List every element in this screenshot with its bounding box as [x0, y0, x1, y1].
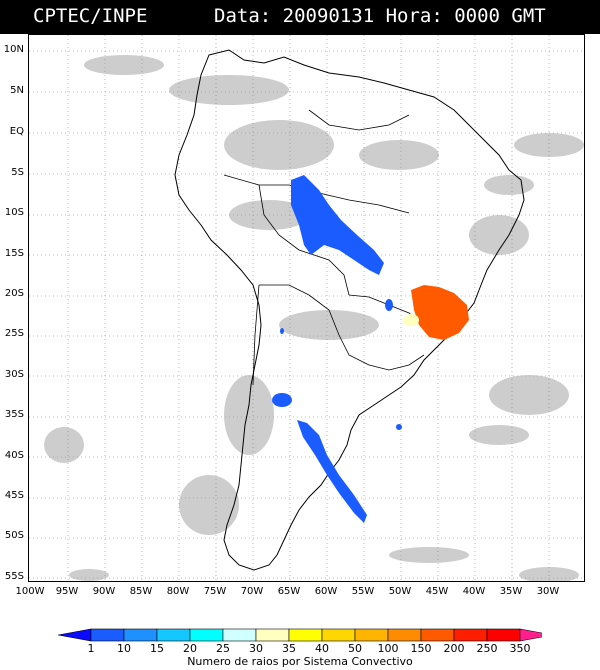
map-panel [28, 34, 585, 582]
colorbar-tick-label: 350 [509, 642, 531, 655]
colorbar-tick-label: 30 [249, 642, 263, 655]
convective-system-argentina [272, 299, 402, 523]
lon-label: 50W [388, 586, 412, 597]
colorbar-swatch [387, 628, 422, 642]
colorbar-tick-label: 200 [443, 642, 465, 655]
convective-system-yellow [403, 314, 419, 326]
convective-system-central [291, 175, 384, 275]
lat-label: 45S [4, 490, 24, 501]
lat-label: 30S [4, 369, 24, 380]
lon-label: 30W [536, 586, 560, 597]
lon-label: 45W [425, 586, 449, 597]
colorbar-swatch [486, 628, 521, 642]
colorbar-end-low [58, 628, 92, 642]
colorbar [58, 628, 542, 642]
colorbar-swatch [255, 628, 290, 642]
lat-label: 15S [4, 248, 24, 259]
lon-label: 75W [203, 586, 227, 597]
lat-label: 20S [4, 288, 24, 299]
colorbar-tick-label: 100 [377, 642, 399, 655]
convective-system-southeast [411, 285, 469, 340]
lat-label: 10S [4, 207, 24, 218]
colorbar-swatch [354, 628, 389, 642]
header-bar: CPTEC/INPE Data: 20090131 Hora: 0000 GMT [0, 0, 600, 34]
colorbar-tick-label: 15 [150, 642, 164, 655]
lon-label: 65W [277, 586, 301, 597]
lon-label: 85W [129, 586, 153, 597]
lon-label: 55W [351, 586, 375, 597]
colorbar-swatch [288, 628, 323, 642]
lat-label: 50S [4, 530, 24, 541]
lat-label: EQ [9, 126, 24, 137]
colorbar-tick-label: 40 [315, 642, 329, 655]
colorbar-tick-label: 35 [282, 642, 296, 655]
lon-label: 60W [314, 586, 338, 597]
header-source: CPTEC/INPE [33, 5, 148, 27]
map-canvas [29, 35, 584, 581]
lon-label: 100W [15, 586, 45, 597]
cloud-cover [44, 55, 584, 581]
colorbar-swatch [189, 628, 224, 642]
colorbar-tick-label: 20 [183, 642, 197, 655]
colorbar-swatch [90, 628, 125, 642]
colorbar-swatch [453, 628, 488, 642]
lat-label: 5N [10, 85, 24, 96]
grid-lines [29, 35, 584, 581]
colorbar-end-high [519, 628, 542, 642]
header-date-time: Data: 20090131 Hora: 0000 GMT [214, 5, 546, 27]
coastline [174, 49, 525, 571]
lat-label: 35S [4, 409, 24, 420]
colorbar-swatch [321, 628, 356, 642]
colorbar-swatch [156, 628, 191, 642]
lon-label: 95W [55, 586, 79, 597]
colorbar-tick-label: 50 [348, 642, 362, 655]
lon-label: 70W [240, 586, 264, 597]
colorbar-tick-label: 1 [87, 642, 95, 655]
lon-label: 35W [499, 586, 523, 597]
colorbar-swatch [123, 628, 158, 642]
colorbar-tick-label: 250 [476, 642, 498, 655]
lat-label: 10N [3, 44, 24, 55]
lon-label: 40W [462, 586, 486, 597]
lat-label: 25S [4, 328, 24, 339]
colorbar-tick-label: 25 [216, 642, 230, 655]
colorbar-title: Numero de raios por Sistema Convectivo [187, 655, 413, 668]
colorbar-tick-label: 10 [117, 642, 131, 655]
lon-label: 90W [92, 586, 116, 597]
colorbar-swatch [222, 628, 257, 642]
lat-label: 55S [4, 571, 24, 582]
lat-label: 40S [4, 450, 24, 461]
colorbar-swatch [420, 628, 455, 642]
lat-label: 5S [11, 167, 24, 178]
colorbar-tick-label: 150 [410, 642, 432, 655]
lon-label: 80W [166, 586, 190, 597]
